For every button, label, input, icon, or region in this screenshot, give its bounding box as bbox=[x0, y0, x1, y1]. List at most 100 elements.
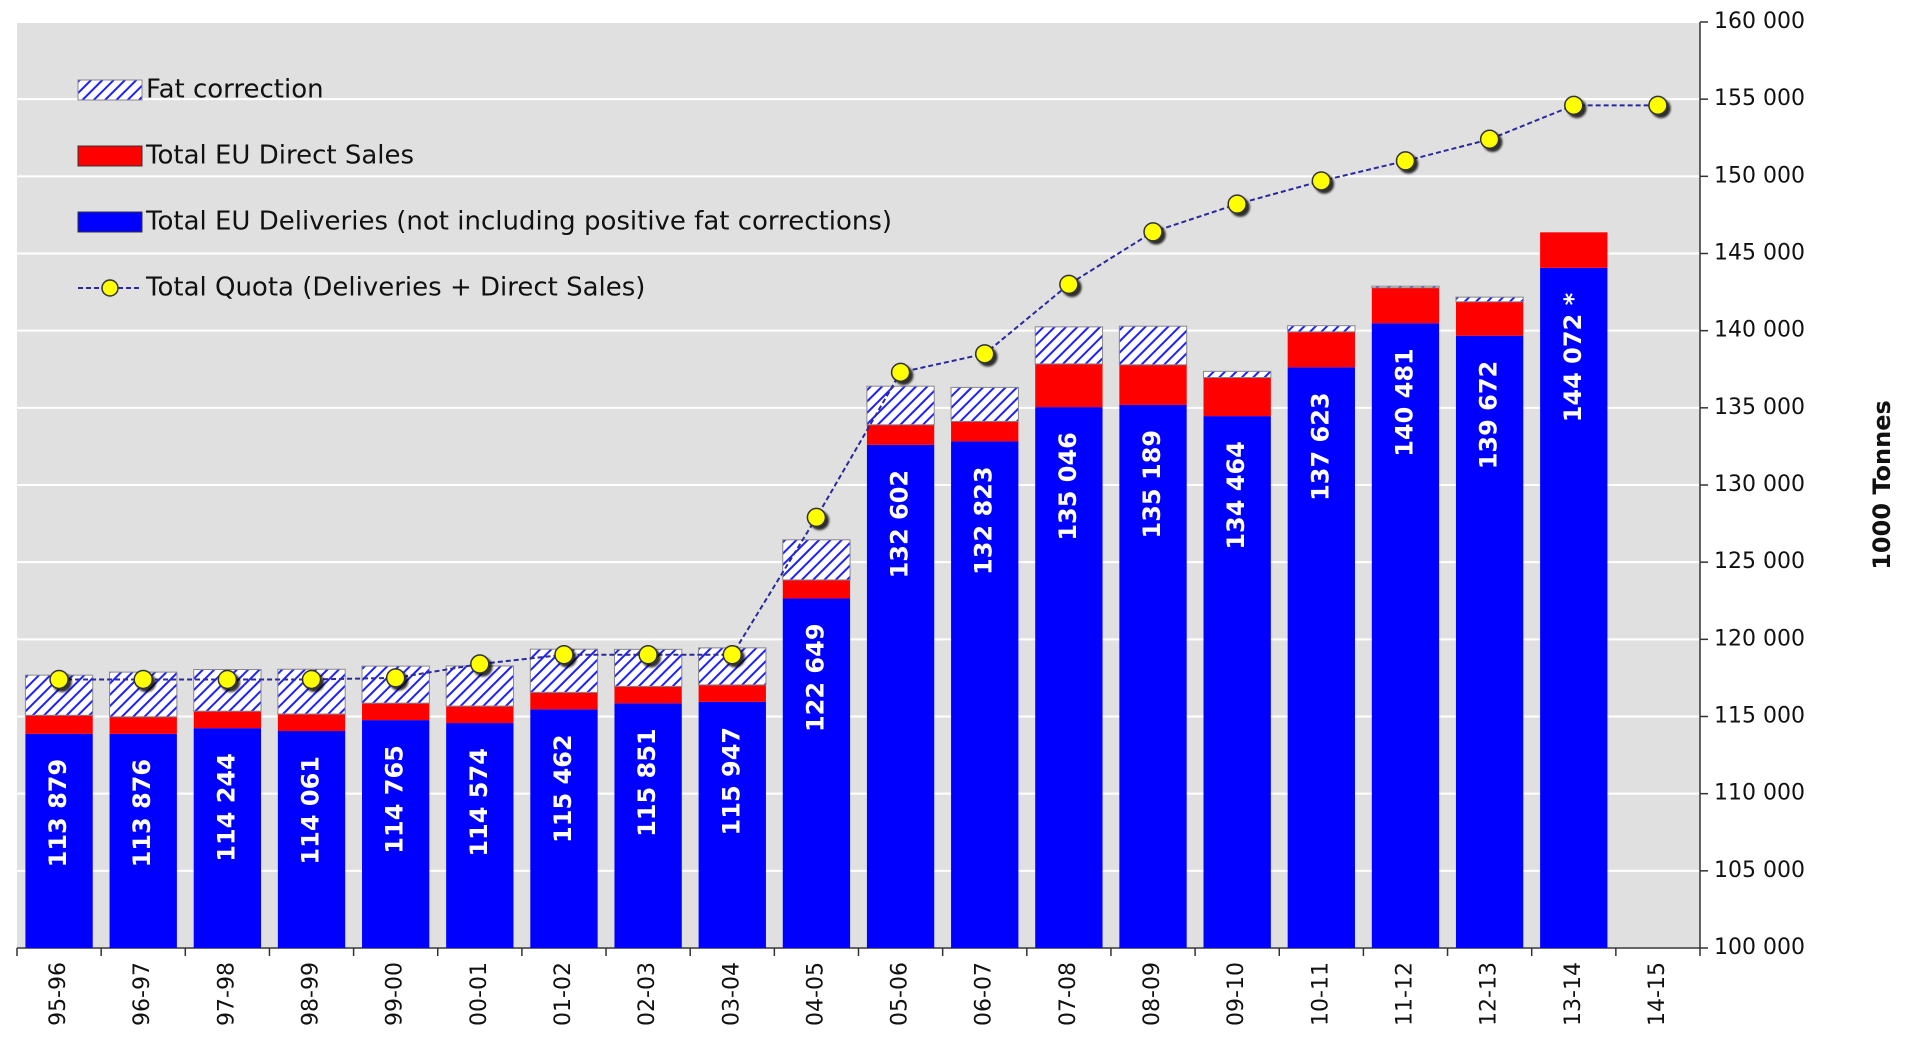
bar-segment bbox=[1203, 370, 1272, 379]
value-label: 115 462 bbox=[549, 734, 577, 843]
legend-swatch bbox=[77, 145, 143, 167]
bar-segment bbox=[1119, 404, 1187, 948]
value-label: 114 574 bbox=[465, 748, 493, 857]
bar-segment bbox=[277, 730, 346, 948]
bar-segment bbox=[1371, 323, 1440, 948]
line-marker bbox=[554, 645, 574, 665]
value-label: 113 879 bbox=[44, 759, 72, 868]
bar-segment bbox=[614, 686, 682, 704]
y-tick-label: 120 000 bbox=[1714, 626, 1805, 651]
value-label: 113 876 bbox=[128, 759, 156, 868]
x-tick-label: 98-99 bbox=[299, 962, 324, 1026]
line-marker bbox=[1227, 194, 1247, 214]
line-marker bbox=[1395, 151, 1416, 171]
legend-label: Total Quota (Deliveries + Direct Sales) bbox=[145, 273, 645, 303]
value-label: 114 244 bbox=[212, 753, 240, 862]
x-tick-label: 96-97 bbox=[130, 962, 155, 1026]
line-marker bbox=[890, 362, 911, 383]
legend-marker bbox=[101, 279, 119, 297]
line-marker bbox=[1479, 129, 1500, 150]
bar-segment bbox=[109, 733, 177, 948]
x-tick-label: 04-05 bbox=[803, 962, 828, 1026]
line-marker bbox=[722, 645, 743, 665]
bar-segment bbox=[1118, 325, 1188, 366]
line-marker bbox=[385, 668, 406, 688]
x-tick-label: 00-01 bbox=[467, 962, 492, 1026]
value-label: 140 481 bbox=[1390, 348, 1418, 457]
bar-segment bbox=[193, 728, 262, 948]
bar-segment bbox=[782, 539, 851, 581]
value-label: 114 765 bbox=[381, 745, 409, 854]
bar-segment bbox=[1035, 407, 1103, 948]
bar-segment bbox=[1034, 326, 1104, 365]
line-marker bbox=[133, 669, 153, 690]
line-marker bbox=[1564, 95, 1584, 116]
bar-segment bbox=[25, 715, 93, 734]
y-axis-label: 1000 Tonnes bbox=[1868, 400, 1896, 570]
legend-label: Fat correction bbox=[146, 75, 324, 105]
bar-segment bbox=[446, 706, 514, 724]
bar-segment bbox=[1035, 363, 1103, 408]
bar-segment bbox=[698, 684, 766, 702]
bar-segment bbox=[951, 441, 1019, 948]
bar-segment bbox=[1119, 364, 1187, 405]
x-tick-label: 06-07 bbox=[972, 962, 997, 1026]
bar-segment bbox=[1287, 325, 1356, 333]
y-tick-label: 160 000 bbox=[1714, 9, 1805, 34]
line-marker bbox=[470, 654, 490, 674]
value-label: 115 851 bbox=[633, 728, 661, 837]
bar-segment bbox=[1371, 287, 1440, 324]
bar-segment bbox=[950, 386, 1019, 422]
line-marker bbox=[638, 645, 658, 665]
y-tick-label: 155 000 bbox=[1714, 86, 1805, 111]
x-tick-label: 11-12 bbox=[1392, 962, 1417, 1026]
line-marker bbox=[1648, 95, 1668, 116]
y-tick-label: 100 000 bbox=[1714, 935, 1805, 960]
x-tick-label: 99-00 bbox=[383, 962, 408, 1026]
value-label: 132 823 bbox=[970, 466, 998, 575]
bar-segment bbox=[446, 723, 514, 948]
x-tick-label: 12-13 bbox=[1477, 962, 1502, 1026]
x-tick-label: 02-03 bbox=[635, 962, 660, 1026]
legend-swatch bbox=[77, 211, 143, 233]
value-label: 135 046 bbox=[1054, 432, 1082, 541]
bar-segment bbox=[1203, 377, 1271, 417]
x-tick-label: 01-02 bbox=[551, 962, 576, 1026]
bar-segment bbox=[1203, 416, 1271, 948]
line-marker bbox=[1059, 274, 1079, 295]
bar-segment bbox=[362, 703, 430, 721]
legend-label: Total EU Direct Sales bbox=[145, 141, 414, 171]
bar-segment bbox=[614, 703, 682, 948]
x-tick-label: 97-98 bbox=[214, 962, 239, 1026]
y-tick-label: 150 000 bbox=[1714, 163, 1805, 188]
bar-segment bbox=[782, 598, 851, 948]
bar-segment bbox=[698, 701, 766, 948]
bar-segment bbox=[866, 424, 935, 445]
x-tick-label: 05-06 bbox=[888, 962, 913, 1026]
value-label: 115 947 bbox=[717, 727, 745, 836]
bar-segment bbox=[25, 733, 93, 948]
value-label: 137 623 bbox=[1306, 392, 1334, 501]
value-label: 144 072 * bbox=[1559, 292, 1587, 422]
x-tick-label: 09-10 bbox=[1224, 962, 1249, 1026]
line bbox=[59, 104, 1658, 681]
value-label: 122 649 bbox=[801, 623, 829, 732]
y-tick-label: 130 000 bbox=[1714, 472, 1805, 497]
line-marker bbox=[974, 344, 995, 364]
line-marker bbox=[806, 507, 827, 528]
y-tick-label: 145 000 bbox=[1714, 241, 1805, 266]
bar-segment bbox=[1371, 285, 1440, 289]
y-tick-label: 135 000 bbox=[1714, 395, 1805, 420]
x-tick-label: 95-96 bbox=[46, 962, 71, 1026]
bar-segment bbox=[782, 579, 851, 599]
bar-segment bbox=[866, 444, 935, 948]
x-tick-label: 10-11 bbox=[1308, 962, 1333, 1026]
bar-segment bbox=[1540, 232, 1608, 268]
bar-segment bbox=[1455, 301, 1524, 336]
bar-segment bbox=[951, 421, 1019, 442]
legend-label: Total EU Deliveries (not including posit… bbox=[145, 207, 892, 237]
bar-segment bbox=[866, 385, 935, 426]
bar-segment bbox=[109, 716, 177, 734]
bar-segment bbox=[277, 714, 346, 731]
